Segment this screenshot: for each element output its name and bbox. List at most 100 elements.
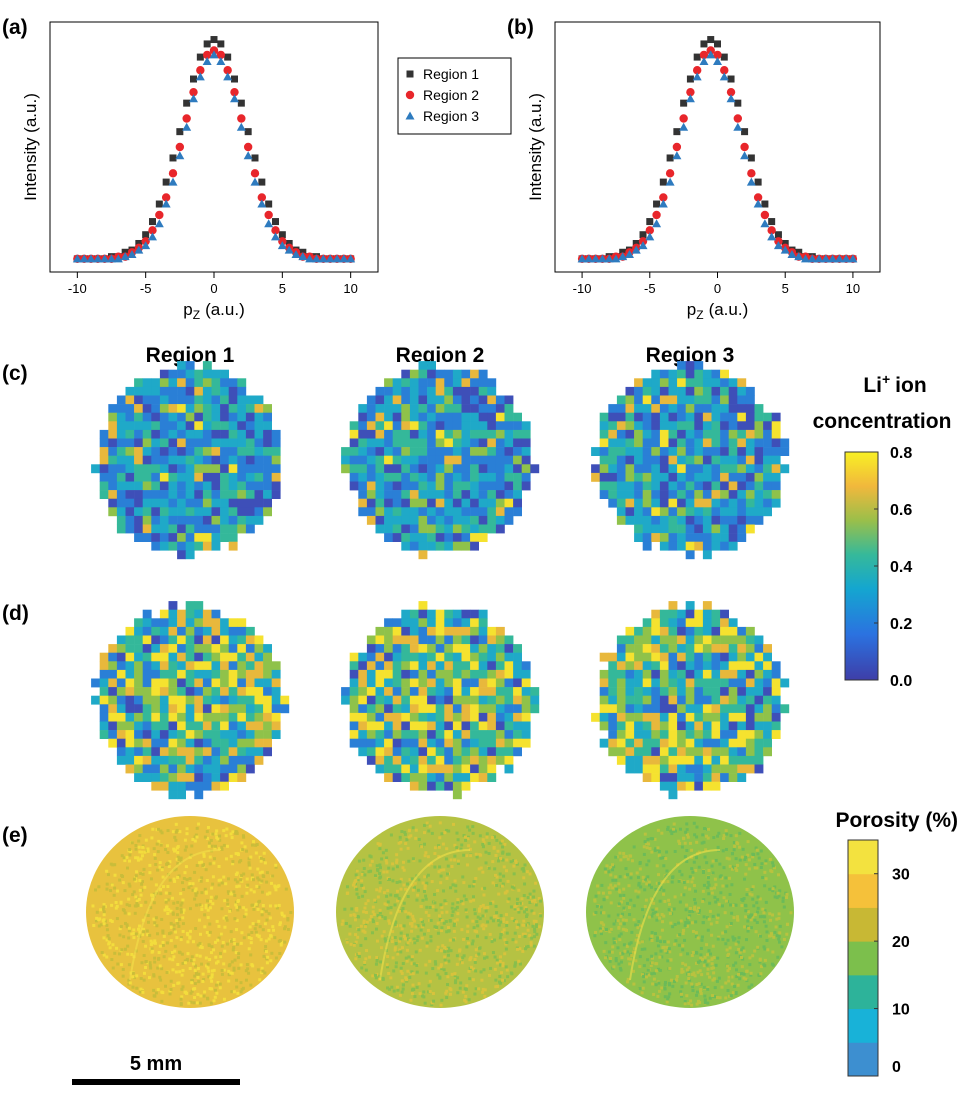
speck [667, 899, 670, 902]
speck [725, 829, 728, 832]
pixel [470, 661, 479, 670]
pixel [350, 713, 359, 722]
speck [348, 933, 351, 936]
speck [689, 907, 692, 910]
speck [173, 950, 176, 953]
pixel [470, 533, 479, 542]
speck [503, 843, 506, 846]
pixel [255, 490, 264, 499]
pixel [427, 499, 436, 508]
speck [451, 914, 454, 917]
marker [149, 218, 156, 225]
pixel [117, 730, 126, 739]
pixel [513, 490, 522, 499]
pixel [169, 782, 178, 791]
speck [193, 871, 196, 874]
pixel [444, 670, 453, 679]
pixel [669, 661, 678, 670]
pixel [419, 490, 428, 499]
pixel [720, 722, 729, 731]
pixel [660, 490, 669, 499]
pixel [393, 499, 402, 508]
speck [656, 913, 659, 916]
x-label-sub: Z [696, 308, 703, 322]
pixel [522, 473, 531, 482]
pixel [505, 644, 514, 653]
pixel [669, 773, 678, 782]
pixel [755, 722, 764, 731]
pixel [737, 482, 746, 491]
speck [610, 901, 613, 904]
speck [480, 970, 483, 973]
speck [107, 942, 110, 945]
speck [712, 945, 715, 948]
pixel [246, 447, 255, 456]
pixel [505, 713, 514, 722]
pixel [212, 618, 221, 627]
speck [530, 937, 533, 940]
pixel [462, 782, 471, 791]
pixel [729, 713, 738, 722]
pixel [669, 739, 678, 748]
speck [274, 864, 277, 867]
pixel [169, 610, 178, 619]
pixel [479, 421, 488, 430]
pixel [143, 704, 152, 713]
pixel [272, 473, 281, 482]
speck [399, 924, 402, 927]
pixel [401, 773, 410, 782]
pixel [169, 704, 178, 713]
speck [423, 890, 426, 893]
speck [646, 958, 649, 961]
pixel [427, 447, 436, 456]
pixel [444, 653, 453, 662]
pixel [143, 387, 152, 396]
pixel [186, 499, 195, 508]
pixel [729, 747, 738, 756]
speck [428, 984, 431, 987]
pixel [729, 722, 738, 731]
pixel [393, 421, 402, 430]
speck [503, 938, 506, 941]
pixel [220, 747, 229, 756]
pixel [126, 730, 135, 739]
speck [722, 837, 725, 840]
speck [656, 864, 659, 867]
pixel [194, 490, 203, 499]
speck [505, 924, 508, 927]
pixel [755, 482, 764, 491]
pixel [444, 782, 453, 791]
pixel [479, 636, 488, 645]
pixel [600, 447, 609, 456]
pixel [108, 464, 117, 473]
speck [714, 986, 717, 989]
speck [687, 916, 690, 919]
pixel [255, 456, 264, 465]
speck [135, 932, 138, 935]
pixel [669, 722, 678, 731]
pixel [617, 644, 626, 653]
speck [395, 942, 398, 945]
speck [106, 928, 109, 931]
pixel [772, 730, 781, 739]
pixel [677, 722, 686, 731]
speck [475, 948, 478, 951]
speck [357, 928, 360, 931]
pixel [341, 447, 350, 456]
pixel [496, 722, 505, 731]
pixel [755, 687, 764, 696]
pixel [419, 396, 428, 405]
pixel [487, 430, 496, 439]
speck [525, 908, 528, 911]
speck [748, 986, 751, 989]
pixel [186, 447, 195, 456]
pixel [177, 739, 186, 748]
pixel [393, 713, 402, 722]
pixel [703, 525, 712, 534]
speck [196, 993, 199, 996]
speck [701, 935, 704, 938]
pixel [358, 439, 367, 448]
speck [471, 825, 474, 828]
pixel [479, 482, 488, 491]
speck [467, 942, 470, 945]
